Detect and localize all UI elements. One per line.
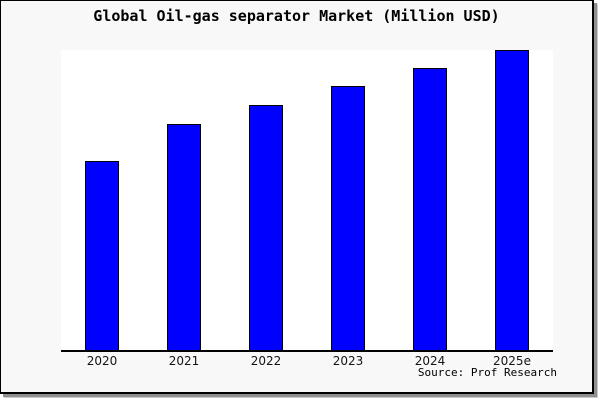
x-tick-label-2022: 2022: [250, 354, 282, 368]
bar-2023: [331, 86, 365, 350]
chart-title: Global Oil-gas separator Market (Million…: [93, 7, 500, 25]
bar-slot: [225, 50, 307, 350]
bar-slot: [143, 50, 225, 350]
source-credit: Source: Prof Research: [417, 366, 557, 379]
x-tick-label-2020: 2020: [86, 354, 118, 368]
x-axis-tick-labels: 2020 2021 2022 2023 2024 2025e: [61, 354, 553, 368]
bar-2021: [167, 124, 201, 350]
x-tick-label-2024: 2024: [414, 354, 446, 368]
bar-2020: [85, 161, 119, 350]
bar-slot: [389, 50, 471, 350]
bar-slot: [307, 50, 389, 350]
x-tick-label-2025e: 2025e: [493, 354, 531, 368]
bar-2022: [249, 105, 283, 350]
bar-slot: [471, 50, 553, 350]
bar-slot: [61, 50, 143, 350]
bar-2025e: [495, 50, 529, 350]
x-axis-line: [61, 350, 553, 352]
bar-series: [61, 50, 553, 350]
bar-2024: [413, 68, 447, 350]
plot-area: [61, 50, 553, 350]
x-tick-label-2023: 2023: [332, 354, 364, 368]
x-tick-label-2021: 2021: [168, 354, 200, 368]
